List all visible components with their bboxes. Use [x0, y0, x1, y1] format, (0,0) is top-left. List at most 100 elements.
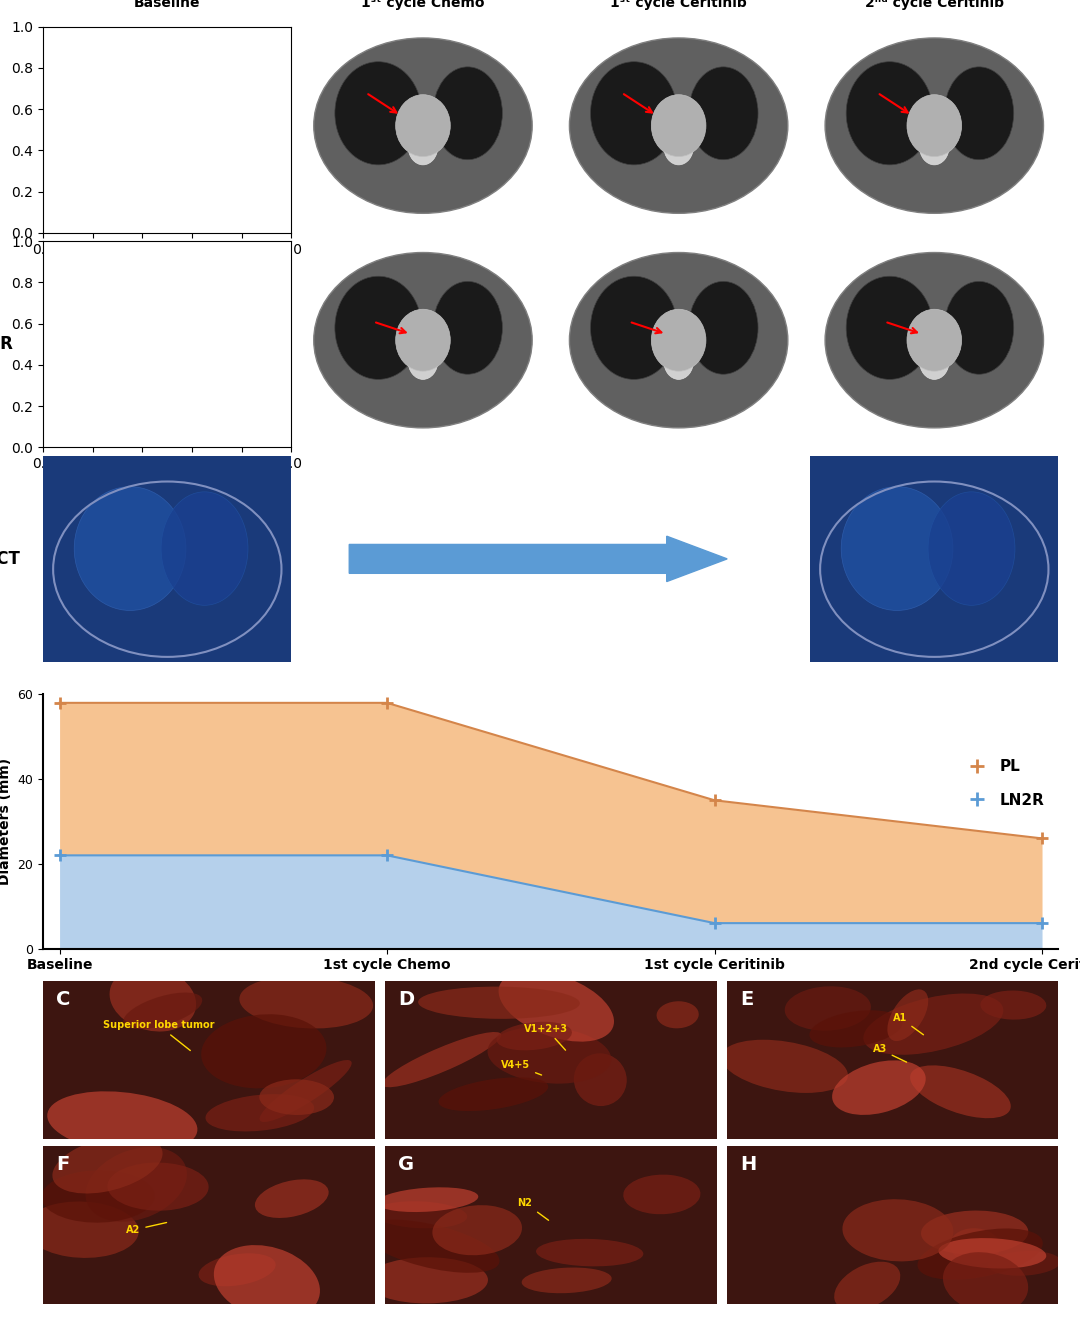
Text: 1ˢᵗ cycle Chemo: 1ˢᵗ cycle Chemo	[361, 0, 485, 11]
Text: PET-CT: PET-CT	[0, 550, 21, 568]
Ellipse shape	[841, 487, 953, 611]
Ellipse shape	[785, 986, 870, 1030]
Ellipse shape	[569, 253, 787, 427]
Ellipse shape	[107, 1162, 208, 1211]
Ellipse shape	[988, 1251, 1061, 1275]
Ellipse shape	[664, 128, 693, 165]
Ellipse shape	[177, 67, 246, 160]
Text: A3: A3	[873, 1045, 906, 1062]
Ellipse shape	[123, 993, 202, 1029]
Ellipse shape	[433, 67, 502, 160]
Ellipse shape	[487, 1026, 611, 1083]
Ellipse shape	[199, 1254, 275, 1286]
Ellipse shape	[834, 1262, 901, 1311]
Ellipse shape	[41, 1170, 154, 1223]
FancyBboxPatch shape	[384, 981, 717, 1139]
Ellipse shape	[499, 970, 615, 1042]
Text: D: D	[399, 990, 415, 1009]
Text: a: a	[43, 27, 64, 56]
Ellipse shape	[201, 1014, 326, 1089]
Ellipse shape	[79, 277, 166, 379]
Ellipse shape	[53, 1135, 163, 1194]
Ellipse shape	[314, 253, 532, 427]
FancyArrow shape	[349, 536, 727, 582]
Ellipse shape	[910, 1065, 1011, 1118]
Ellipse shape	[842, 1199, 954, 1262]
Ellipse shape	[395, 309, 450, 371]
Ellipse shape	[928, 492, 1015, 606]
Text: H: H	[740, 1155, 756, 1174]
Ellipse shape	[335, 61, 421, 165]
Text: Baseline: Baseline	[134, 0, 201, 11]
Ellipse shape	[395, 95, 450, 157]
Text: A1: A1	[892, 1013, 923, 1034]
Ellipse shape	[58, 253, 276, 427]
FancyBboxPatch shape	[727, 981, 1058, 1139]
Ellipse shape	[408, 128, 437, 165]
Ellipse shape	[214, 1244, 320, 1320]
Ellipse shape	[438, 1077, 549, 1111]
Ellipse shape	[152, 128, 183, 165]
Ellipse shape	[810, 1010, 903, 1047]
Ellipse shape	[418, 986, 580, 1018]
Ellipse shape	[366, 1258, 488, 1303]
Ellipse shape	[591, 277, 677, 379]
Ellipse shape	[569, 39, 787, 213]
Ellipse shape	[382, 1032, 501, 1087]
Ellipse shape	[314, 39, 532, 213]
Text: LN2R: LN2R	[0, 335, 13, 353]
Text: N2: N2	[517, 1198, 549, 1221]
Text: 1ˢᵗ cycle Ceritinib: 1ˢᵗ cycle Ceritinib	[610, 0, 747, 11]
Text: 2ⁿᵈ cycle Ceritinib: 2ⁿᵈ cycle Ceritinib	[865, 0, 1003, 11]
Ellipse shape	[846, 61, 933, 165]
Ellipse shape	[109, 966, 197, 1032]
Ellipse shape	[161, 492, 248, 606]
Text: E: E	[740, 990, 753, 1009]
FancyBboxPatch shape	[43, 981, 375, 1139]
Ellipse shape	[591, 61, 677, 165]
Ellipse shape	[75, 487, 186, 611]
Ellipse shape	[846, 277, 933, 379]
Ellipse shape	[374, 1201, 468, 1229]
Text: V4+5: V4+5	[501, 1059, 541, 1075]
FancyBboxPatch shape	[810, 455, 1058, 662]
Ellipse shape	[377, 1187, 478, 1213]
Ellipse shape	[432, 1205, 522, 1255]
Ellipse shape	[721, 1040, 848, 1093]
Ellipse shape	[664, 342, 693, 379]
Ellipse shape	[335, 277, 421, 379]
Ellipse shape	[623, 1175, 701, 1214]
Ellipse shape	[259, 1079, 334, 1115]
FancyBboxPatch shape	[727, 1146, 1058, 1304]
Ellipse shape	[657, 1001, 699, 1029]
Text: F: F	[56, 1155, 70, 1174]
Ellipse shape	[408, 342, 437, 379]
Ellipse shape	[944, 281, 1014, 374]
Ellipse shape	[689, 67, 758, 160]
Ellipse shape	[943, 1252, 1028, 1314]
Ellipse shape	[832, 1061, 926, 1115]
Text: A2: A2	[126, 1223, 166, 1235]
Text: G: G	[399, 1155, 415, 1174]
Ellipse shape	[255, 1179, 328, 1218]
Ellipse shape	[950, 1229, 1000, 1263]
FancyBboxPatch shape	[384, 1146, 717, 1304]
Ellipse shape	[651, 95, 706, 157]
Ellipse shape	[58, 39, 276, 213]
Ellipse shape	[919, 128, 949, 165]
Ellipse shape	[536, 1239, 644, 1266]
Ellipse shape	[651, 309, 706, 371]
Ellipse shape	[981, 990, 1047, 1020]
Ellipse shape	[919, 342, 949, 379]
Ellipse shape	[25, 1202, 138, 1258]
Ellipse shape	[825, 253, 1043, 427]
FancyBboxPatch shape	[43, 455, 292, 662]
Y-axis label: Diameters (mm): Diameters (mm)	[0, 757, 12, 885]
Ellipse shape	[433, 281, 502, 374]
Ellipse shape	[825, 39, 1043, 213]
Text: Superior lobe tumor: Superior lobe tumor	[103, 1021, 215, 1050]
Ellipse shape	[863, 993, 1003, 1054]
Ellipse shape	[944, 67, 1014, 160]
Ellipse shape	[363, 1219, 499, 1272]
Ellipse shape	[573, 1053, 626, 1106]
